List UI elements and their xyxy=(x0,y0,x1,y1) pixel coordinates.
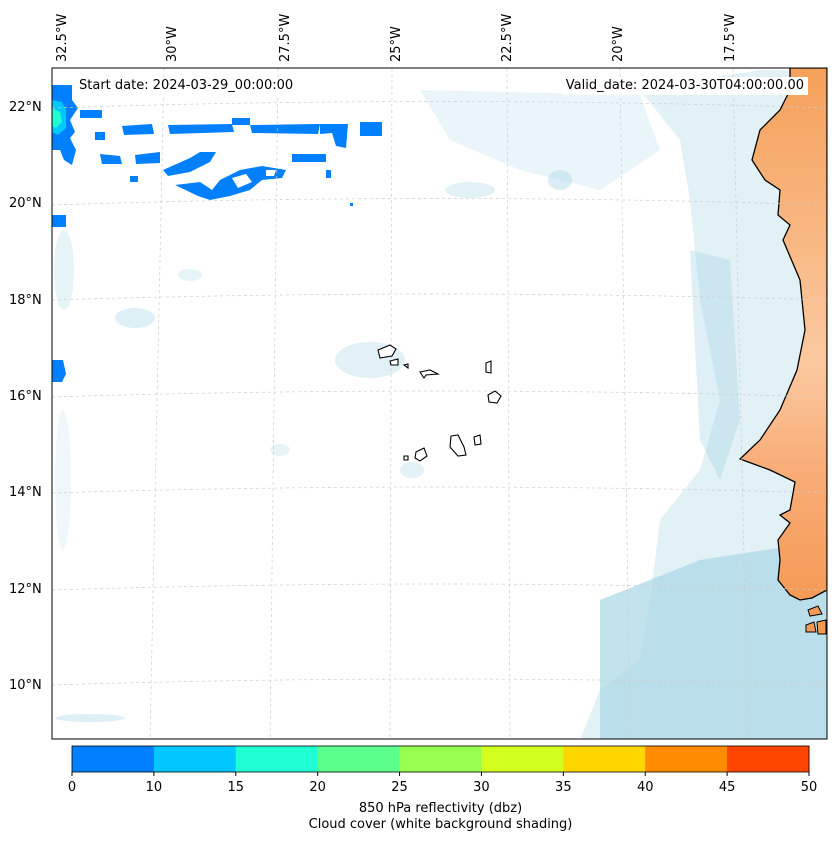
lat-label: 16°N xyxy=(9,389,42,404)
island-boa-vista xyxy=(487,390,502,404)
colorbar-swatch xyxy=(481,746,564,772)
colorbar-tick-label: 40 xyxy=(637,780,654,795)
colorbar-swatch xyxy=(399,746,482,772)
bijagos-islands xyxy=(805,605,827,635)
lon-label: 17.5°W xyxy=(723,14,738,62)
map-area xyxy=(52,68,827,739)
latitude-labels: 22°N 20°N 18°N 16°N 14°N 12°N 10°N xyxy=(9,100,42,693)
island-fogo xyxy=(414,447,428,462)
island-brava xyxy=(403,455,409,461)
west-africa-landmass xyxy=(738,68,827,601)
lat-label: 14°N xyxy=(9,485,42,500)
colorbar-tick-label: 50 xyxy=(801,780,818,795)
lat-label: 22°N xyxy=(9,100,42,115)
gridlines xyxy=(52,68,827,739)
colorbar: 0 10 15 20 25 30 35 40 45 50 xyxy=(68,745,817,795)
start-date-label: Start date: 2024-03-29_00:00:00 xyxy=(75,77,298,95)
colorbar-tick-label: 35 xyxy=(555,780,572,795)
colorbar-title: 850 hPa reflectivity (dbz) xyxy=(358,801,523,816)
reflectivity-cells xyxy=(52,85,382,382)
cloud-cover-shading xyxy=(54,70,827,739)
map-frame xyxy=(51,67,828,740)
lon-label: 22.5°W xyxy=(500,14,515,62)
colorbar-tick-label: 10 xyxy=(146,780,163,795)
lat-label: 10°N xyxy=(9,678,42,693)
lon-label: 27.5°W xyxy=(278,14,293,62)
colorbar-tick-label: 0 xyxy=(68,780,76,795)
colorbar-swatch xyxy=(153,746,237,772)
island-maio xyxy=(473,434,482,446)
island-sao-vicente xyxy=(389,358,399,366)
island-sao-nicolau xyxy=(419,369,441,379)
lat-label: 20°N xyxy=(9,196,42,211)
island-sal xyxy=(485,360,492,374)
colorbar-tick-label: 45 xyxy=(719,780,736,795)
island-santa-luzia xyxy=(402,363,409,370)
colorbar-swatch xyxy=(235,746,319,772)
colorbar-swatch xyxy=(727,746,810,772)
colorbar-swatches xyxy=(72,746,810,772)
island-santiago xyxy=(449,434,467,457)
valid-date-label: Valid_date: 2024-03-30T04:00:00.00 xyxy=(561,77,808,95)
colorbar-swatch xyxy=(317,746,401,772)
colorbar-swatch xyxy=(563,746,646,772)
colorbar-subtitle: Cloud cover (white background shading) xyxy=(308,817,573,832)
longitude-labels: 32.5°W 30°W 27.5°W 25°W 22.5°W 20°W 17.5… xyxy=(55,14,738,62)
lon-label: 32.5°W xyxy=(55,14,70,62)
lon-label: 30°W xyxy=(165,26,180,62)
colorbar-swatch xyxy=(72,746,155,772)
colorbar-tick-label: 15 xyxy=(228,780,245,795)
colorbar-tick-label: 30 xyxy=(473,780,490,795)
colorbar-ticks: 0 10 15 20 25 30 35 40 45 50 xyxy=(68,772,817,795)
lon-label: 20°W xyxy=(611,26,626,62)
cape-verde-islands xyxy=(377,344,502,462)
colorbar-swatch xyxy=(645,746,728,772)
lat-label: 12°N xyxy=(9,582,42,597)
lat-label: 18°N xyxy=(9,293,42,308)
colorbar-tick-label: 20 xyxy=(309,780,326,795)
colorbar-tick-label: 25 xyxy=(391,780,408,795)
lon-label: 25°W xyxy=(389,26,404,62)
island-santo-antao xyxy=(377,344,397,359)
